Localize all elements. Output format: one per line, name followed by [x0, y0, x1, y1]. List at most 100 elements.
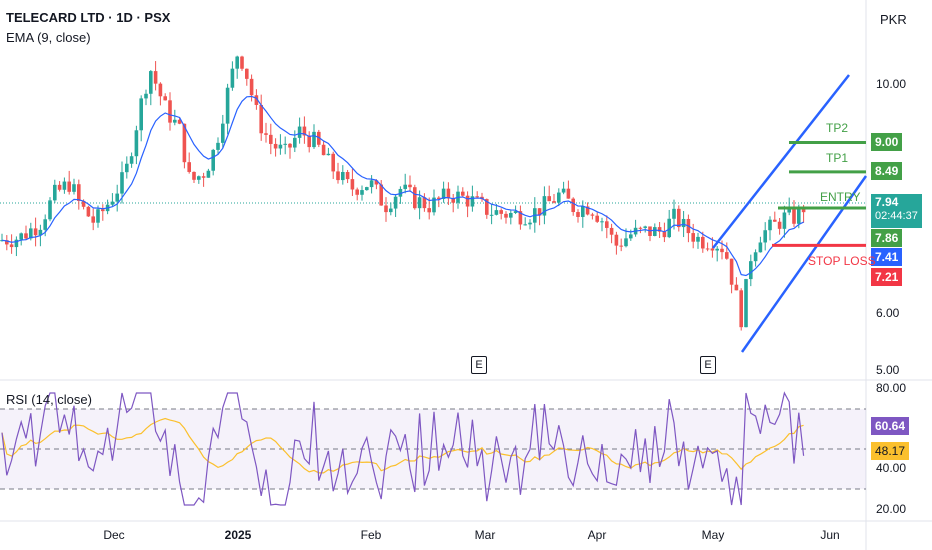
candle-body	[67, 181, 71, 192]
candle-body	[681, 218, 686, 228]
candle-body	[720, 248, 724, 253]
candle-body	[254, 95, 259, 105]
candle-body	[163, 96, 167, 101]
candle-body	[283, 143, 287, 145]
entry-annotation[interactable]: ENTRY	[820, 190, 861, 204]
candle-body	[345, 172, 350, 180]
candle-body	[341, 172, 345, 181]
candle-body	[307, 135, 311, 148]
candle-body	[33, 228, 38, 236]
candle-body	[153, 71, 158, 84]
candle-body	[182, 123, 187, 163]
candle-body	[552, 201, 556, 203]
rsi-legend[interactable]: RSI (14, close)	[6, 392, 92, 407]
candle-body	[585, 206, 590, 215]
candle-body	[168, 100, 172, 123]
ema-legend[interactable]: EMA (9, close)	[6, 30, 91, 45]
candle-body	[91, 216, 95, 223]
candle-body	[355, 189, 359, 195]
candle-body	[494, 210, 499, 215]
candle-body	[581, 206, 585, 217]
candle-body	[374, 180, 379, 185]
candle-body	[451, 198, 455, 203]
rsi-ma-line	[1, 417, 804, 474]
channel-upper-line	[712, 74, 850, 249]
candle-body	[653, 227, 657, 236]
y-tick-5: 5.00	[876, 363, 900, 377]
last-price: 7.94	[875, 195, 899, 209]
chart-title: TELECARD LTD · 1D · PSX	[6, 10, 171, 25]
candle-body	[317, 131, 321, 145]
candle-body	[110, 201, 115, 205]
candle-body	[489, 214, 494, 216]
candle-body	[513, 211, 518, 213]
stop-price-label: 7.21	[871, 268, 903, 286]
candle-body	[5, 240, 9, 245]
rsi-value-label: 60.64	[871, 417, 910, 435]
candle-body	[369, 180, 374, 188]
candle-body	[763, 230, 767, 243]
tp2-price-label: 9.00	[871, 133, 903, 151]
candle-body	[57, 184, 62, 190]
candle-body	[197, 176, 201, 180]
candle-body	[677, 208, 681, 228]
candle-body	[739, 290, 743, 328]
candle-body	[590, 214, 595, 216]
candle-body	[749, 261, 753, 280]
candle-body	[264, 133, 268, 135]
bar-countdown: 02:44:37	[875, 210, 918, 222]
currency-label[interactable]: PKR	[880, 12, 907, 27]
candle-body	[187, 162, 191, 172]
candle-body	[576, 212, 580, 217]
candle-body	[379, 184, 383, 206]
candle-body	[509, 212, 513, 218]
candle-body	[269, 134, 273, 144]
candle-body	[221, 123, 225, 143]
candle-body	[485, 199, 489, 215]
candle-body	[173, 119, 177, 123]
candle-body	[43, 219, 47, 230]
rsi-tick-80: 80.00	[876, 381, 907, 395]
rsi-line	[1, 391, 805, 506]
tp2-annotation[interactable]: TP2	[826, 121, 849, 135]
x-tick-apr: Apr	[587, 528, 607, 542]
candle-body	[729, 258, 734, 285]
ema-9-line	[1, 95, 804, 277]
candle-body	[801, 208, 806, 213]
candle-body	[432, 197, 436, 213]
candle-body	[600, 221, 604, 223]
candle-body	[710, 248, 715, 251]
candle-body	[9, 244, 14, 248]
candle-body	[86, 206, 91, 217]
candle-body	[605, 221, 609, 228]
candle-body	[523, 224, 527, 226]
tp1-annotation[interactable]: TP1	[826, 151, 849, 165]
candle-body	[101, 209, 105, 212]
stop-loss-annotation[interactable]: STOP LOSS	[808, 254, 876, 268]
candle-body	[667, 218, 671, 238]
candle-body	[259, 104, 263, 134]
candle-body	[62, 181, 67, 190]
earnings-marker[interactable]: E	[471, 356, 487, 374]
rsi-panel	[0, 391, 866, 506]
candle-body	[638, 227, 643, 229]
candle-body	[206, 170, 211, 178]
candle-body	[321, 144, 326, 156]
candle-body	[72, 184, 76, 192]
candle-body	[125, 163, 129, 173]
candle-body	[336, 171, 340, 181]
x-tick-feb: Feb	[360, 528, 382, 542]
earnings-marker[interactable]: E	[700, 356, 716, 374]
candle-body	[797, 208, 801, 224]
candle-body	[245, 68, 249, 79]
candle-body	[504, 213, 508, 218]
candle-body	[422, 197, 427, 209]
candle-body	[417, 197, 422, 209]
candle-body	[734, 284, 739, 291]
candle-body	[518, 211, 523, 225]
candle-body	[53, 184, 57, 201]
candle-body	[437, 197, 441, 199]
candle-body	[235, 56, 239, 69]
candle-body	[48, 200, 52, 220]
